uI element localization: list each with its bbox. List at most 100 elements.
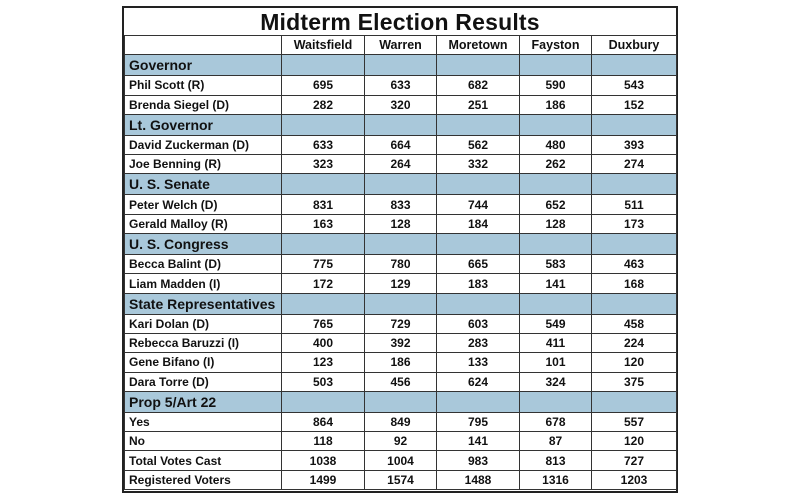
section-empty-cell <box>519 173 592 196</box>
vote-count-cell: 775 <box>281 254 365 275</box>
row-label: Joe Benning (R) <box>124 154 282 175</box>
table-row: Gerald Malloy (R) 163 128 184 128 173 <box>124 213 677 235</box>
table-row: Dara Torre (D) 503 456 624 324 375 <box>124 371 677 392</box>
vote-count-cell: 456 <box>364 371 437 392</box>
vote-count-cell: 678 <box>519 411 592 433</box>
section-empty-cell <box>591 233 677 256</box>
vote-count-cell: 780 <box>364 254 437 275</box>
row-label: Yes <box>124 411 282 433</box>
vote-count-cell: 183 <box>436 273 520 294</box>
vote-count-cell: 727 <box>591 450 677 471</box>
table-row: No 118 92 141 87 120 <box>124 431 677 452</box>
section-empty-cell <box>436 54 520 77</box>
vote-count-cell: 503 <box>281 371 365 392</box>
vote-count-cell: 543 <box>591 75 677 96</box>
section-title: U. S. Congress <box>124 233 282 256</box>
row-label: Rebecca Baruzzi (I) <box>124 332 282 354</box>
vote-count-cell: 141 <box>436 431 520 452</box>
row-label: Dara Torre (D) <box>124 371 282 392</box>
section-empty-cell <box>436 233 520 256</box>
section-empty-cell <box>591 390 677 413</box>
vote-count-cell: 557 <box>591 411 677 433</box>
vote-count-cell: 633 <box>364 75 437 96</box>
vote-count-cell: 152 <box>591 94 677 115</box>
section-header-row: Lt. Governor <box>124 113 677 136</box>
vote-count-cell: 795 <box>436 411 520 433</box>
section-empty-cell <box>519 54 592 77</box>
section-title: Lt. Governor <box>124 113 282 136</box>
section-empty-cell <box>436 292 520 315</box>
table-row: Phil Scott (R) 695 633 682 590 543 <box>124 75 677 96</box>
results-table-frame: Midterm Election Results Waitsfield Warre… <box>122 6 678 493</box>
vote-count-cell: 120 <box>591 352 677 373</box>
vote-count-cell: 262 <box>519 154 592 175</box>
section-empty-cell <box>364 233 437 256</box>
row-label: Liam Madden (I) <box>124 273 282 294</box>
vote-count-cell: 583 <box>519 254 592 275</box>
vote-count-cell: 392 <box>364 332 437 354</box>
vote-count-cell: 813 <box>519 450 592 471</box>
vote-count-cell: 1038 <box>281 450 365 471</box>
vote-count-cell: 173 <box>591 213 677 235</box>
table-row: Brenda Siegel (D) 282 320 251 186 152 <box>124 94 677 115</box>
section-header-row: State Representatives <box>124 292 677 315</box>
section-empty-cell <box>281 390 365 413</box>
section-empty-cell <box>364 113 437 136</box>
section-empty-cell <box>281 173 365 196</box>
vote-count-cell: 744 <box>436 194 520 215</box>
table-row: Joe Benning (R) 323 264 332 262 274 <box>124 154 677 175</box>
table-row: Rebecca Baruzzi (I) 400 392 283 411 224 <box>124 332 677 354</box>
vote-count-cell: 480 <box>519 134 592 156</box>
section-empty-cell <box>364 54 437 77</box>
table-row: Peter Welch (D) 831 833 744 652 511 <box>124 194 677 215</box>
vote-count-cell: 128 <box>519 213 592 235</box>
section-header-row: Prop 5/Art 22 <box>124 390 677 413</box>
vote-count-cell: 1574 <box>364 469 437 491</box>
section-empty-cell <box>591 292 677 315</box>
vote-count-cell: 1004 <box>364 450 437 471</box>
vote-count-cell: 1499 <box>281 469 365 491</box>
vote-count-cell: 590 <box>519 75 592 96</box>
vote-count-cell: 120 <box>591 431 677 452</box>
table-row: Yes 864 849 795 678 557 <box>124 411 677 433</box>
table-row: Becca Balint (D) 775 780 665 583 463 <box>124 254 677 275</box>
section-empty-cell <box>364 292 437 315</box>
vote-count-cell: 1316 <box>519 469 592 491</box>
vote-count-cell: 184 <box>436 213 520 235</box>
row-label: Gerald Malloy (R) <box>124 213 282 235</box>
results-table-body: Waitsfield Warren Moretown Fayston Duxbury Go… <box>124 34 677 491</box>
vote-count-cell: 133 <box>436 352 520 373</box>
column-header: Warren <box>364 34 437 56</box>
vote-count-cell: 633 <box>281 134 365 156</box>
vote-count-cell: 549 <box>519 313 592 334</box>
vote-count-cell: 375 <box>591 371 677 392</box>
column-header: Fayston <box>519 34 592 56</box>
vote-count-cell: 511 <box>591 194 677 215</box>
table-row: Registered Voters 1499 1574 1488 1316 1203 <box>124 469 677 491</box>
vote-count-cell: 849 <box>364 411 437 433</box>
section-empty-cell <box>281 233 365 256</box>
vote-count-cell: 87 <box>519 431 592 452</box>
column-header: Waitsfield <box>281 34 365 56</box>
vote-count-cell: 411 <box>519 332 592 354</box>
vote-count-cell: 332 <box>436 154 520 175</box>
vote-count-cell: 393 <box>591 134 677 156</box>
table-row: David Zuckerman (D) 633 664 562 480 393 <box>124 134 677 156</box>
vote-count-cell: 695 <box>281 75 365 96</box>
table-row: Kari Dolan (D) 765 729 603 549 458 <box>124 313 677 334</box>
section-header-row: U. S. Senate <box>124 173 677 196</box>
vote-count-cell: 664 <box>364 134 437 156</box>
vote-count-cell: 168 <box>591 273 677 294</box>
vote-count-cell: 682 <box>436 75 520 96</box>
vote-count-cell: 463 <box>591 254 677 275</box>
row-label: Gene Bifano (I) <box>124 352 282 373</box>
row-label: Becca Balint (D) <box>124 254 282 275</box>
section-empty-cell <box>436 173 520 196</box>
vote-count-cell: 400 <box>281 332 365 354</box>
table-row: Total Votes Cast 1038 1004 983 813 727 <box>124 450 677 471</box>
vote-count-cell: 172 <box>281 273 365 294</box>
vote-count-cell: 264 <box>364 154 437 175</box>
section-title: State Representatives <box>124 292 282 315</box>
section-empty-cell <box>281 292 365 315</box>
row-label: Total Votes Cast <box>124 450 282 471</box>
